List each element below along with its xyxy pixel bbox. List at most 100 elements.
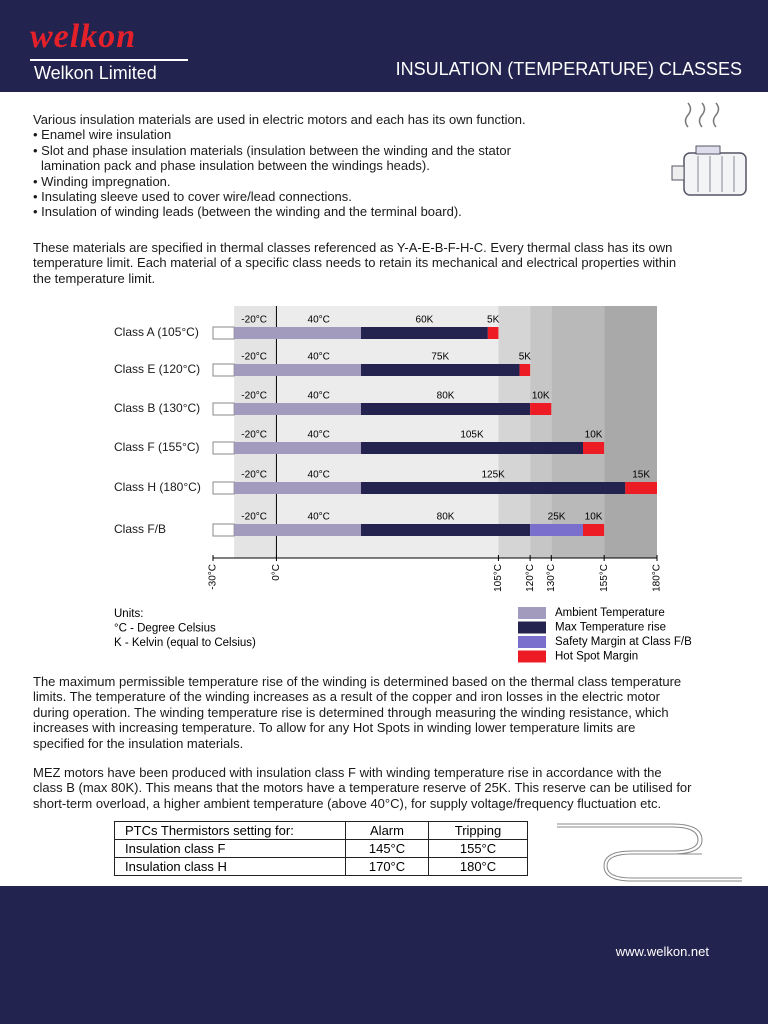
bar-segment	[361, 364, 520, 376]
legend-label: Max Temperature rise	[555, 622, 666, 634]
legend-swatch	[518, 650, 546, 663]
bar-segment	[583, 524, 605, 536]
band	[604, 306, 657, 558]
bar-segment	[361, 524, 531, 536]
value-label: 10K	[532, 391, 550, 402]
value-label: 75K	[431, 352, 449, 363]
legend-label: Hot Spot Margin	[555, 651, 638, 663]
text-line: the temperature limit.	[33, 270, 156, 286]
table-row: Insulation class H 170°C 180°C	[114, 857, 528, 876]
bar-segment	[361, 442, 583, 454]
bar-segment	[487, 327, 499, 339]
value-label: 40°C	[308, 391, 330, 402]
value-label: -20°C	[241, 512, 267, 523]
x-tick-label: 120°C	[525, 564, 536, 592]
value-label: 80K	[437, 512, 455, 523]
lead-box	[212, 326, 235, 340]
legend-swatch	[518, 621, 546, 634]
motor-icon	[671, 102, 747, 196]
x-tick-label: 155°C	[599, 564, 610, 592]
value-label: -20°C	[241, 352, 267, 363]
text-line: specified for the insulation materials.	[33, 735, 244, 751]
units-text: °C - Degree Celsius	[114, 623, 216, 635]
text-line: temperature limit. Each material of a sp…	[33, 255, 677, 271]
header: welkon Welkon Limited INSULATION (TEMPER…	[0, 0, 768, 92]
table-cell: 155°C	[428, 839, 528, 858]
bar-segment	[519, 364, 531, 376]
units-text: Units:	[114, 608, 143, 620]
value-label: -20°C	[241, 315, 267, 326]
logo-rule	[30, 59, 188, 61]
x-tick-label: 180°C	[652, 564, 663, 592]
category-label: Class E (120°C)	[114, 362, 200, 376]
band	[498, 306, 531, 558]
value-label: 15K	[632, 470, 650, 481]
chart: -30°C 0°C 105°C 120°C 130°C 155°C 180°C Class A…	[114, 306, 692, 663]
bar-segment	[530, 524, 583, 536]
text-line: class B (max 80K). This means that the m…	[33, 780, 692, 796]
bar-segment	[361, 482, 626, 494]
band	[234, 306, 277, 558]
text-line: MEZ motors have been produced with insul…	[33, 765, 662, 780]
bar-segment	[361, 327, 488, 339]
legend-swatch	[518, 607, 546, 619]
x-tick-label: -30°C	[208, 564, 219, 590]
company: Welkon Limited	[34, 63, 157, 83]
x-tick-label: 130°C	[546, 564, 557, 592]
band	[551, 306, 605, 558]
text-line: during operation. The winding temperatur…	[33, 704, 669, 720]
bar-segment	[234, 327, 361, 339]
footer: www.welkon.net	[0, 886, 768, 1024]
table-cell: Insulation class F	[114, 839, 346, 858]
bar-segment	[583, 442, 605, 454]
text-line: • Winding impregnation.	[33, 173, 171, 189]
legend-label: Ambient Temperature	[555, 607, 665, 619]
value-label: 40°C	[308, 470, 330, 481]
value-label: 10K	[585, 430, 603, 441]
value-label: 5K	[487, 315, 500, 326]
value-label: -20°C	[241, 430, 267, 441]
value-label: 40°C	[308, 512, 330, 523]
text-line: increases with increasing temperature. T…	[33, 720, 636, 736]
bar-segment	[234, 524, 361, 536]
table-cell: PTCs Thermistors setting for:	[114, 821, 346, 840]
category-label: Class A (105°C)	[114, 325, 199, 339]
x-tick-label: 0°C	[271, 564, 282, 581]
category-label: Class F (155°C)	[114, 440, 199, 454]
lead-box	[212, 441, 235, 455]
table-cell: Insulation class H	[114, 857, 346, 876]
text-line: • Insulation of winding leads (between t…	[33, 204, 462, 220]
text-line: short-term overload, a higher ambient te…	[33, 795, 662, 811]
text-line: These materials are specified in thermal…	[33, 240, 673, 255]
footer-url: www.welkon.net	[615, 944, 709, 959]
category-label: Class F/B	[114, 522, 166, 536]
category-label: Class B (130°C)	[114, 401, 200, 415]
value-label: 5K	[519, 352, 532, 363]
table-row: PTCs Thermistors setting for: Alarm Trippi…	[114, 821, 528, 840]
bar-segment	[361, 403, 531, 415]
bar-segment	[234, 482, 361, 494]
text-line: limits. The temperature of the winding i…	[33, 689, 660, 705]
value-label: -20°C	[241, 470, 267, 481]
text-line: lamination pack and phase insulation bet…	[41, 158, 430, 174]
legend-swatch	[518, 636, 546, 648]
text-line: • Insulating sleeve used to cover wire/l…	[33, 189, 352, 204]
band	[276, 306, 499, 558]
value-label: 125K	[481, 470, 505, 481]
bar-segment	[530, 403, 552, 415]
value-label: 10K	[585, 512, 603, 523]
text-line: Various insulation materials are used in…	[33, 112, 526, 127]
thermistor-image	[557, 823, 742, 882]
category-label: Class H (180°C)	[114, 480, 201, 494]
text-line: The maximum permissible temperature rise…	[33, 674, 682, 689]
band	[530, 306, 552, 558]
ptc-table: PTCs Thermistors setting for: Alarm Trippi…	[114, 821, 528, 876]
x-tick-label: 105°C	[493, 564, 504, 592]
table-cell: Alarm	[345, 821, 429, 840]
value-label: 40°C	[308, 352, 330, 363]
value-label: 40°C	[308, 430, 330, 441]
text-line: • Enamel wire insulation	[33, 127, 172, 143]
lead-box	[212, 363, 235, 377]
value-label: 80K	[437, 391, 455, 402]
table-row: Insulation class F 145°C 155°C	[114, 839, 528, 858]
